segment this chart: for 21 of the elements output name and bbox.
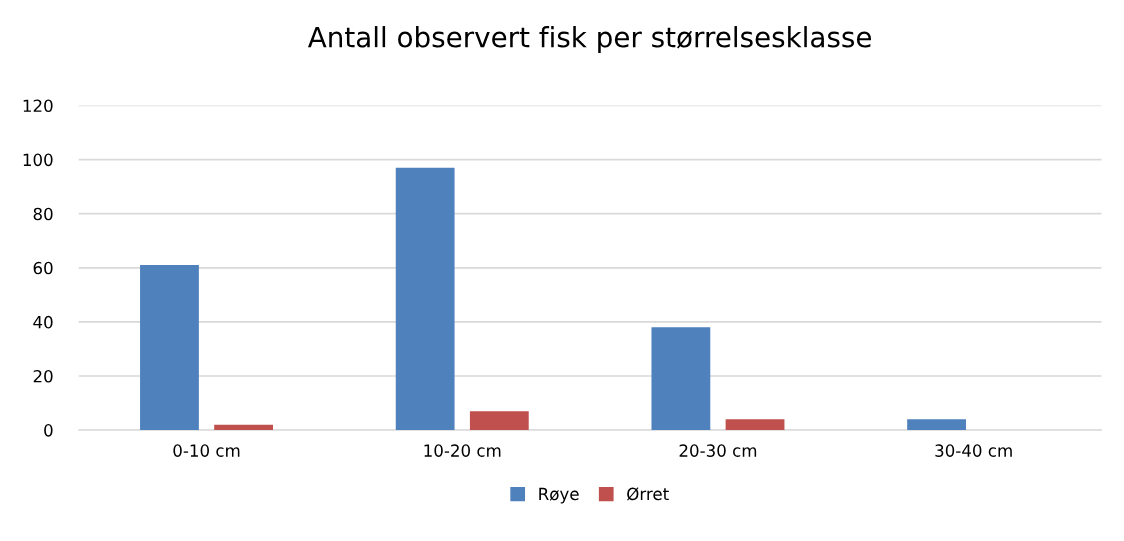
x-tick-label: 30-40 cm	[935, 444, 1012, 457]
x-tick-label: 10-20 cm	[424, 444, 501, 457]
legend-label: Ørret	[627, 487, 669, 501]
legend-label: Røye	[539, 487, 579, 504]
y-tick-label: 80	[33, 207, 53, 221]
chart-title: Antall observert fisk per størrelsesklasse	[307, 26, 871, 53]
y-tick-label: 40	[33, 315, 53, 329]
bar	[907, 419, 966, 431]
bar	[469, 411, 529, 431]
y-tick-label: 0	[44, 424, 53, 437]
bar	[140, 265, 199, 431]
bar	[651, 327, 711, 431]
bar	[725, 419, 785, 431]
y-tick-label: 100	[23, 153, 53, 167]
y-tick-label: 120	[23, 99, 53, 113]
x-tick-label: 0-10 cm	[173, 444, 240, 457]
bar	[214, 424, 274, 431]
bar	[395, 167, 455, 431]
y-tick-label: 20	[33, 369, 53, 383]
y-tick-label: 60	[33, 261, 53, 275]
x-tick-label: 20-30 cm	[679, 444, 757, 457]
